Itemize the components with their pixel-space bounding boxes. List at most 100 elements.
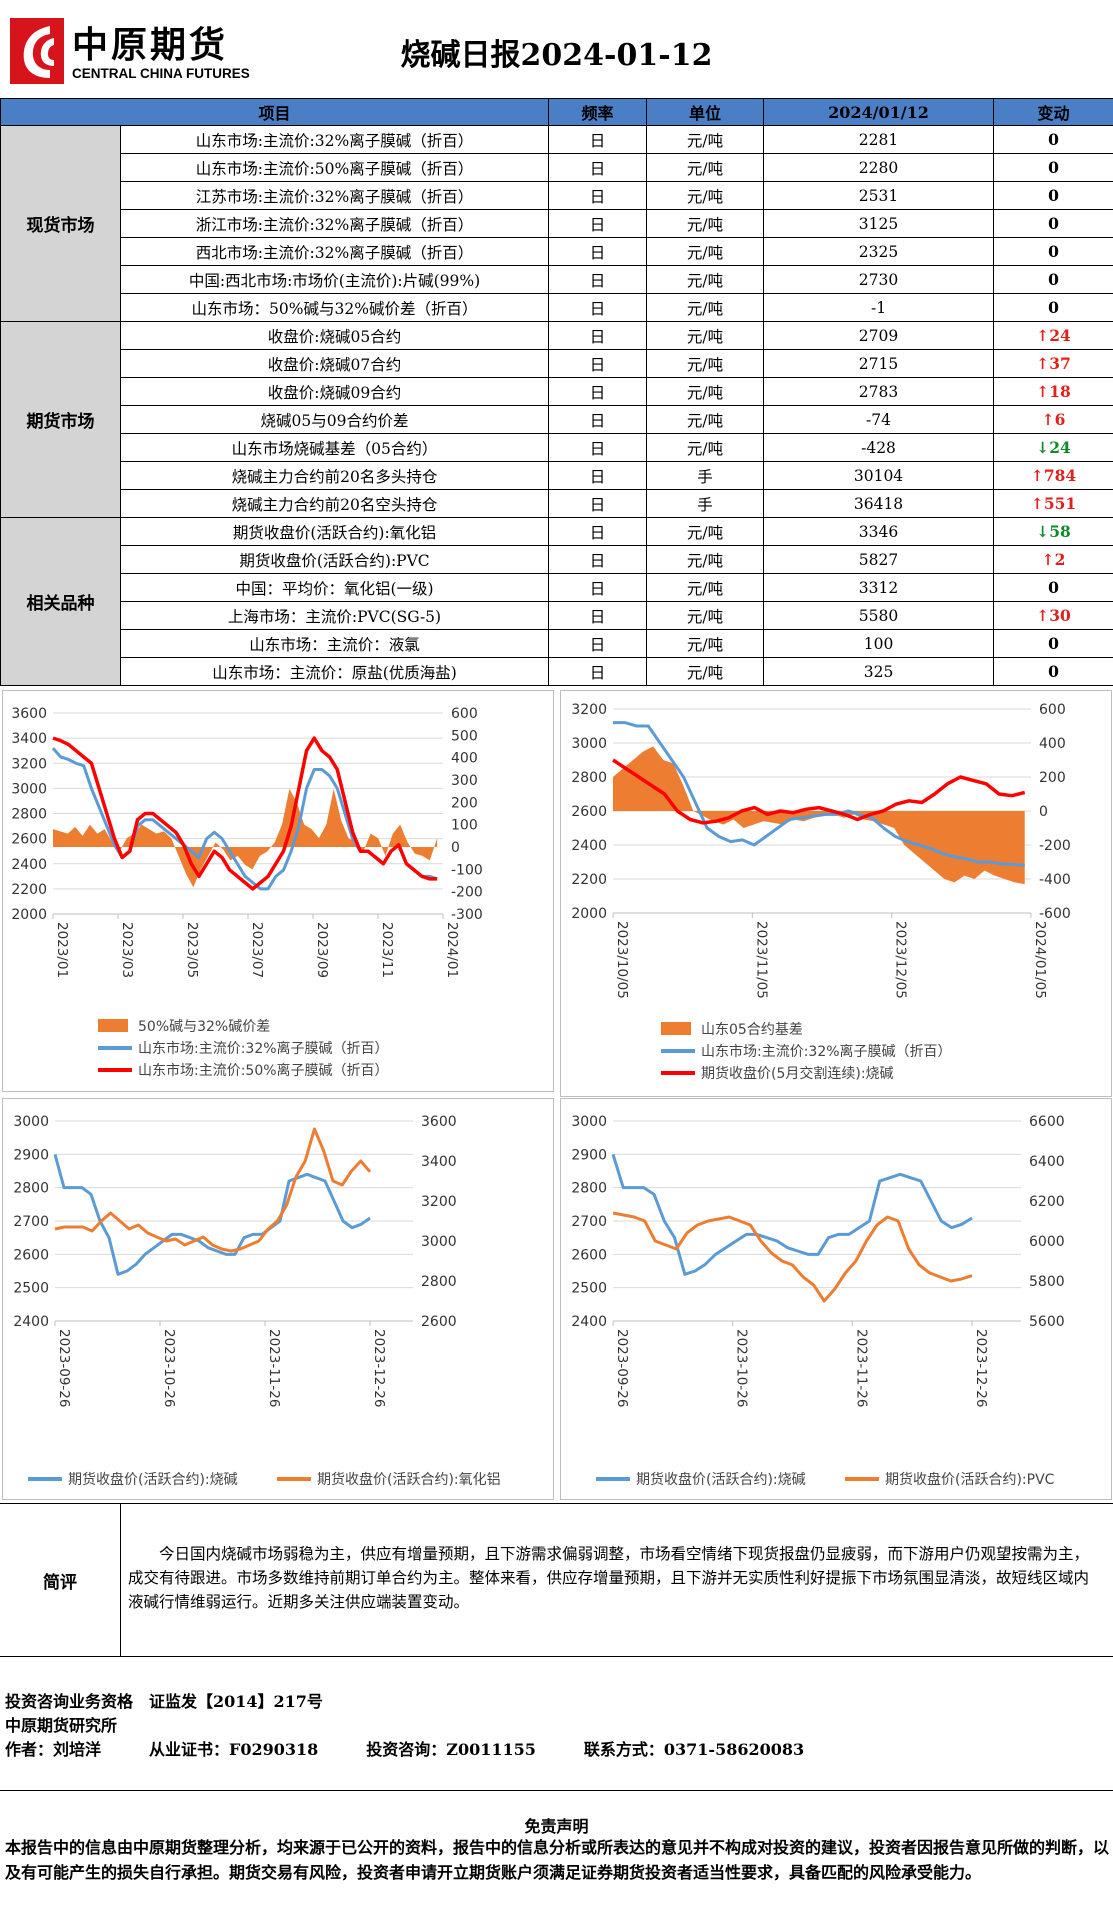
cell-item: 山东市场：50%碱与32%碱价差（折百） bbox=[121, 294, 549, 322]
cell-change: 0 bbox=[994, 182, 1113, 210]
cell-change: ↑2 bbox=[994, 546, 1113, 574]
right-tick-label: 400 bbox=[451, 751, 478, 767]
left-tick-label: 2900 bbox=[571, 1147, 607, 1163]
legend-swatch bbox=[661, 1022, 691, 1035]
cell-change: ↑784 bbox=[994, 462, 1113, 490]
arrow-up-icon: ↑ bbox=[1036, 382, 1049, 401]
cell-change: ↑6 bbox=[994, 406, 1113, 434]
cell-value: 3346 bbox=[764, 518, 994, 546]
legend-label: 期货收盘价(活跃合约):烧碱 bbox=[68, 1471, 238, 1488]
right-tick-label: 600 bbox=[1039, 702, 1066, 718]
left-tick-label: 2600 bbox=[571, 1247, 607, 1263]
cell-unit: 元/吨 bbox=[647, 154, 764, 182]
cell-value: 2325 bbox=[764, 238, 994, 266]
cell-item: 山东市场：主流价：液氯 bbox=[121, 630, 549, 658]
cell-unit: 元/吨 bbox=[647, 266, 764, 294]
left-tick-label: 2200 bbox=[11, 882, 47, 898]
cell-unit: 元/吨 bbox=[647, 406, 764, 434]
right-tick-label: 500 bbox=[451, 728, 478, 744]
cell-value: 36418 bbox=[764, 490, 994, 518]
left-tick-label: 3600 bbox=[11, 706, 47, 722]
cell-freq: 日 bbox=[549, 658, 647, 686]
left-tick-label: 2500 bbox=[13, 1281, 49, 1297]
arrow-up-icon: ↑ bbox=[1036, 606, 1049, 625]
review-text: 今日国内烧碱市场弱稳为主，供应有增量预期，且下游需求偏弱调整，市场看空情绪下现货… bbox=[128, 1542, 1103, 1614]
right-tick-label: -600 bbox=[1039, 906, 1071, 922]
cell-freq: 日 bbox=[549, 350, 647, 378]
review-label: 简评 bbox=[0, 1504, 121, 1656]
arrow-down-icon: ↓ bbox=[1036, 438, 1049, 457]
cell-freq: 日 bbox=[549, 238, 647, 266]
cell-change: ↓58 bbox=[994, 518, 1113, 546]
cell-value: 5827 bbox=[764, 546, 994, 574]
x-tick-label: 2023-12-26 bbox=[371, 1329, 387, 1407]
cell-unit: 元/吨 bbox=[647, 210, 764, 238]
change-value: 0 bbox=[1048, 158, 1059, 177]
cell-item: 期货收盘价(活跃合约):氧化铝 bbox=[121, 518, 549, 546]
cell-freq: 日 bbox=[549, 630, 647, 658]
arrow-up-icon: ↑ bbox=[1042, 410, 1055, 429]
cell-unit: 元/吨 bbox=[647, 322, 764, 350]
author-line: 作者：刘培洋 从业证书：F0290318 投资咨询：Z0011155 联系方式：… bbox=[5, 1738, 1105, 1762]
right-tick-label: 300 bbox=[451, 773, 478, 789]
cell-value: 2709 bbox=[764, 322, 994, 350]
cell-value: -428 bbox=[764, 434, 994, 462]
review-section: 简评 今日国内烧碱市场弱稳为主，供应有增量预期，且下游需求偏弱调整，市场看空情绪… bbox=[0, 1503, 1113, 1657]
page-title: 烧碱日报2024-01-12 bbox=[0, 30, 1113, 74]
left-tick-label: 3400 bbox=[11, 731, 47, 747]
x-tick-label: 2023/10/05 bbox=[614, 921, 630, 999]
cell-value: 325 bbox=[764, 658, 994, 686]
right-tick-label: 200 bbox=[451, 795, 478, 811]
right-tick-label: -200 bbox=[451, 885, 483, 901]
right-tick-label: -400 bbox=[1039, 872, 1071, 888]
cell-unit: 元/吨 bbox=[647, 602, 764, 630]
legend-label: 山东05合约基差 bbox=[701, 1021, 803, 1038]
cell-item: 西北市场:主流价:32%离子膜碱（折百） bbox=[121, 238, 549, 266]
left-tick-label: 3000 bbox=[11, 781, 47, 797]
disclaimer-title: 免责声明 bbox=[0, 1813, 1113, 1837]
cell-change: 0 bbox=[994, 154, 1113, 182]
cell-freq: 日 bbox=[549, 518, 647, 546]
cell-item: 中国：平均价：氧化铝(一级) bbox=[121, 574, 549, 602]
cell-item: 期货收盘价(活跃合约):PVC bbox=[121, 546, 549, 574]
basis-chart: 32003000280026002400220020006004002000-2… bbox=[561, 691, 1111, 1096]
arrow-up-icon: ↑ bbox=[1042, 550, 1055, 569]
cell-item: 收盘价:烧碱05合约 bbox=[121, 322, 549, 350]
x-tick-label: 2023-12-26 bbox=[973, 1329, 989, 1407]
cell-unit: 元/吨 bbox=[647, 574, 764, 602]
right-tick-label: 400 bbox=[1039, 736, 1066, 752]
cell-change: ↑37 bbox=[994, 350, 1113, 378]
x-tick-label: 2023/01 bbox=[54, 922, 70, 978]
cell-value: 100 bbox=[764, 630, 994, 658]
cell-change: 0 bbox=[994, 574, 1113, 602]
right-tick-label: 5800 bbox=[1029, 1274, 1065, 1290]
cell-item: 上海市场：主流价:PVC(SG-5) bbox=[121, 602, 549, 630]
cell-freq: 日 bbox=[549, 182, 647, 210]
arrow-up-icon: ↑ bbox=[1036, 354, 1049, 373]
cell-value: -1 bbox=[764, 294, 994, 322]
cell-change: 0 bbox=[994, 630, 1113, 658]
cell-freq: 日 bbox=[549, 490, 647, 518]
legend-label: 期货收盘价(活跃合约):烧碱 bbox=[636, 1471, 806, 1488]
cell-unit: 元/吨 bbox=[647, 518, 764, 546]
cell-change: 0 bbox=[994, 238, 1113, 266]
x-tick-label: 2023-11-26 bbox=[266, 1329, 282, 1407]
change-value: 30 bbox=[1049, 606, 1071, 625]
x-tick-label: 2023-09-26 bbox=[56, 1329, 72, 1407]
cell-unit: 元/吨 bbox=[647, 434, 764, 462]
left-tick-label: 2900 bbox=[13, 1147, 49, 1163]
cell-item: 江苏市场:主流价:32%离子膜碱（折百） bbox=[121, 182, 549, 210]
left-tick-label: 2800 bbox=[571, 1181, 607, 1197]
left-tick-label: 3200 bbox=[11, 756, 47, 772]
cell-unit: 元/吨 bbox=[647, 238, 764, 266]
caustic-vs-alumina-chart: 3000290028002700260025002400360034003200… bbox=[3, 1099, 553, 1499]
arrow-up-icon: ↑ bbox=[1031, 466, 1044, 485]
